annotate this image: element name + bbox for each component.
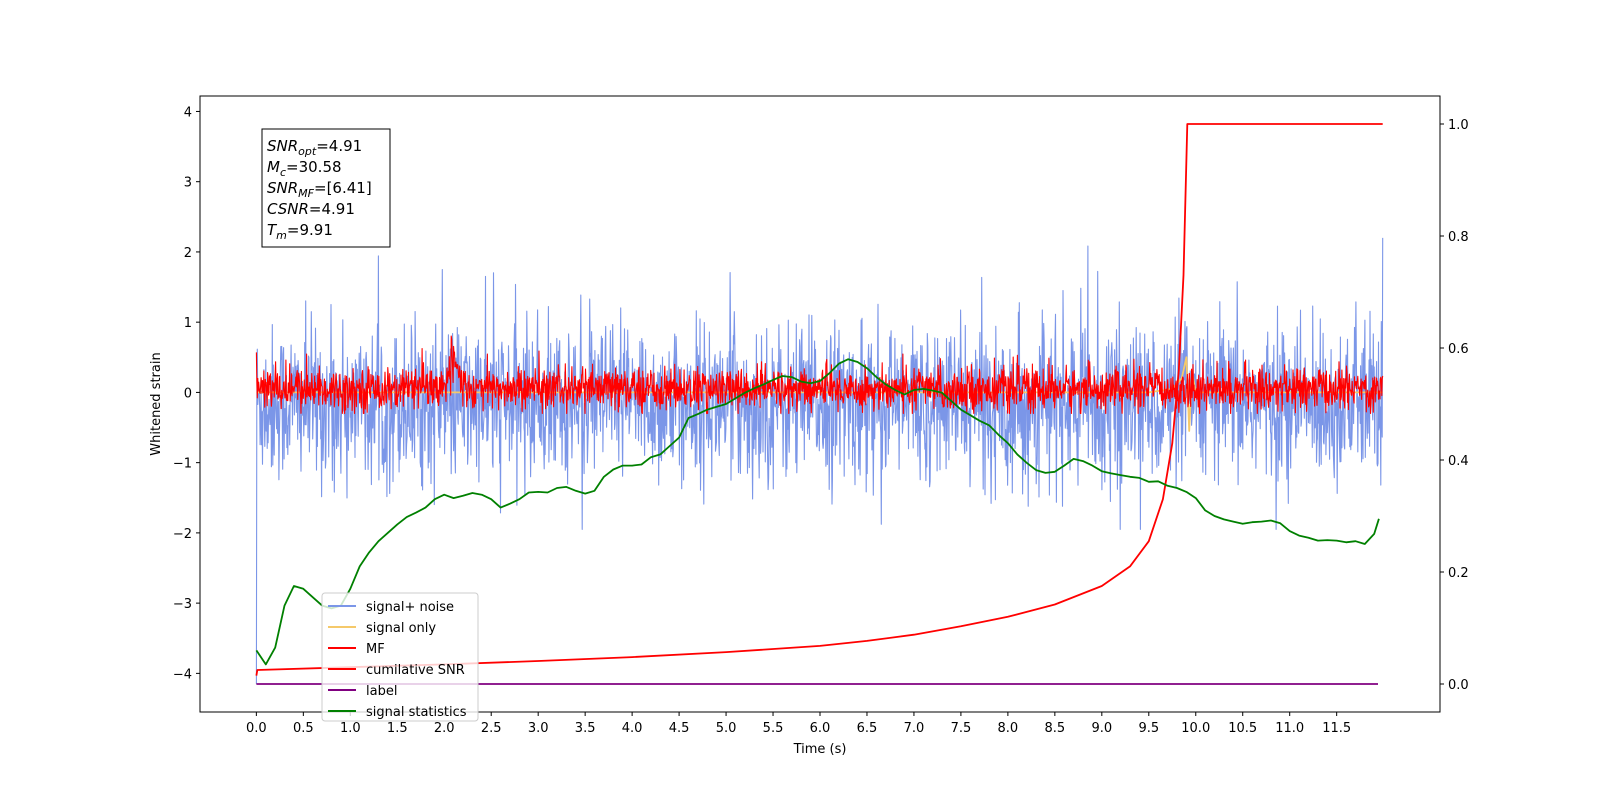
y2-tick-label: 0.6	[1448, 342, 1469, 357]
legend-label: signal+ noise	[366, 600, 454, 615]
x-tick-label: 5.5	[763, 721, 784, 736]
x-tick-label: 7.5	[951, 721, 972, 736]
x-tick-label: 3.0	[528, 721, 549, 736]
annotation-line: SNRMF=[6.41]	[267, 179, 372, 200]
x-tick-label: 4.5	[669, 721, 690, 736]
annotation-line: Tm=9.91	[267, 221, 333, 242]
x-tick-label: 6.5	[857, 721, 878, 736]
legend-label: label	[366, 684, 397, 699]
series-line-cumilative-snr	[255, 123, 1383, 676]
x-tick-label: 2.0	[434, 721, 455, 736]
legend-label: signal statistics	[366, 705, 467, 720]
y-tick-label: −2	[173, 527, 192, 542]
annotation-line: CSNR=4.91	[267, 200, 355, 218]
series-layer	[255, 123, 1384, 685]
axes-layer: 0.0 0.5 1.0 1.5 2.0 2.5 3.0 3.5 4.0 4.5 5.0 5.5 6.0 6…	[173, 105, 1469, 736]
y-tick-label: −4	[173, 667, 192, 682]
x-tick-label: 0.0	[246, 721, 267, 736]
x-tick-label: 11.5	[1322, 721, 1351, 736]
y-tick-label: −1	[173, 457, 192, 472]
x-tick-label: 7.0	[904, 721, 925, 736]
x-tick-label: 1.0	[340, 721, 361, 736]
legend: signal+ noise signal only MF cumilative SNR…	[321, 592, 479, 722]
y-tick-label: 2	[184, 246, 192, 261]
x-tick-label: 8.5	[1045, 721, 1066, 736]
x-tick-label: 3.5	[575, 721, 596, 736]
x-tick-label: 0.5	[293, 721, 314, 736]
y2-tick-label: 0.8	[1448, 230, 1469, 245]
series-line-mf	[255, 335, 1384, 415]
x-tick-label: 5.0	[716, 721, 737, 736]
x-tick-label: 9.5	[1138, 721, 1159, 736]
y-tick-label: 0	[184, 386, 192, 401]
x-tick-label: 2.5	[481, 721, 502, 736]
y2-tick-label: 1.0	[1448, 118, 1469, 133]
x-tick-label: 10.0	[1181, 721, 1210, 736]
y-tick-label: 4	[184, 105, 192, 120]
x-tick-label: 1.5	[387, 721, 408, 736]
x-tick-label: 6.0	[810, 721, 831, 736]
x-tick-label: 4.0	[622, 721, 643, 736]
series-line-signal-statistics	[255, 358, 1380, 666]
legend-label: cumilative SNR	[366, 663, 465, 678]
annotation-line: SNRopt=4.91	[267, 137, 362, 158]
y-axis-label: Whitened strain	[149, 352, 164, 455]
y2-tick-label: 0.0	[1448, 678, 1469, 693]
y2-tick-label: 0.4	[1448, 454, 1469, 469]
annotation-box: SNRopt=4.91Mc=30.58SNRMF=[6.41]CSNR=4.91…	[261, 128, 391, 248]
annotation-frame	[261, 128, 391, 248]
annotation-line: Mc=30.58	[267, 158, 342, 179]
x-tick-label: 10.5	[1228, 721, 1257, 736]
y-tick-label: 1	[184, 316, 192, 331]
x-tick-label: 8.0	[998, 721, 1019, 736]
x-axis-label: Time (s)	[793, 742, 847, 757]
x-tick-label: 9.0	[1091, 721, 1112, 736]
x-tick-label: 11.0	[1275, 721, 1304, 736]
y-tick-label: 3	[184, 176, 192, 191]
y-tick-label: −3	[173, 597, 192, 612]
legend-frame	[321, 592, 479, 722]
legend-label: MF	[366, 642, 385, 657]
y2-tick-label: 0.2	[1448, 566, 1469, 581]
legend-label: signal only	[366, 621, 436, 636]
